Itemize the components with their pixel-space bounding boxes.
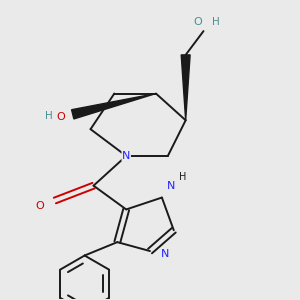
Text: N: N (122, 151, 130, 161)
Text: O: O (36, 202, 44, 212)
Text: N: N (167, 181, 175, 191)
Text: H: H (179, 172, 186, 182)
Text: N: N (161, 249, 169, 259)
Polygon shape (72, 94, 156, 119)
Text: H: H (212, 17, 219, 27)
Polygon shape (181, 55, 190, 120)
Text: H: H (45, 111, 53, 121)
Text: O: O (56, 112, 65, 122)
Text: O: O (193, 17, 202, 27)
